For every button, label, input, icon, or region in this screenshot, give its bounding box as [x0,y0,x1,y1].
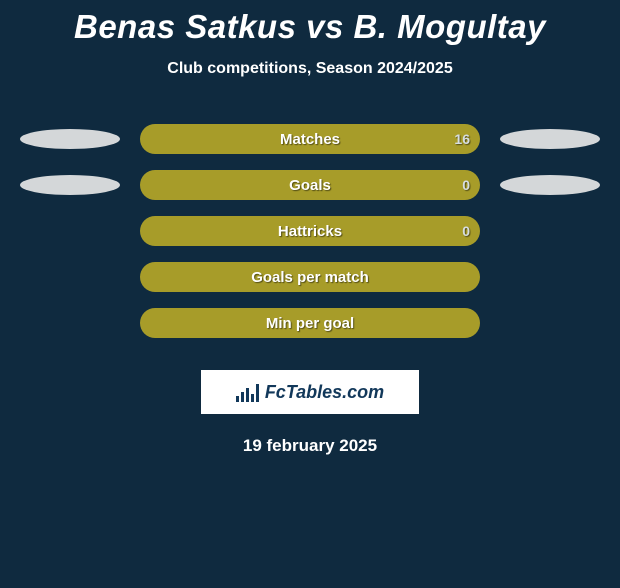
stat-label: Matches [280,131,340,148]
page-title: Benas Satkus vs B. Mogultay [0,8,620,46]
stat-row: Goals per match [0,254,620,300]
left-value-pill [20,129,120,149]
left-value-pill [20,175,120,195]
chart-icon [236,382,259,402]
chart-icon-bar [251,394,254,402]
stat-label: Goals per match [251,269,369,286]
right-value-pill [500,129,600,149]
stat-value: 16 [454,131,470,147]
chart-icon-bar [256,384,259,402]
subtitle: Club competitions, Season 2024/2025 [0,60,620,78]
right-value-pill [500,175,600,195]
stat-label: Hattricks [278,223,342,240]
stat-bar: Min per goal [140,308,480,338]
stat-row: Min per goal [0,300,620,346]
stat-label: Goals [289,177,331,194]
chart-icon-bar [241,392,244,402]
stat-bar: Goals per match [140,262,480,292]
logo-text: FcTables.com [265,382,384,403]
stat-bar: Matches 16 [140,124,480,154]
stat-bar: Hattricks 0 [140,216,480,246]
stat-row: Goals 0 [0,162,620,208]
stat-row: Matches 16 [0,116,620,162]
stat-bar: Goals 0 [140,170,480,200]
chart-icon-bar [236,396,239,402]
stat-label: Min per goal [266,315,354,332]
logo: FcTables.com [201,370,419,414]
stat-value: 0 [462,177,470,193]
stat-value: 0 [462,223,470,239]
stat-rows: Matches 16 Goals 0 Hattricks 0 Goals per… [0,116,620,346]
chart-icon-bar [246,388,249,402]
stat-row: Hattricks 0 [0,208,620,254]
date-label: 19 february 2025 [0,436,620,456]
